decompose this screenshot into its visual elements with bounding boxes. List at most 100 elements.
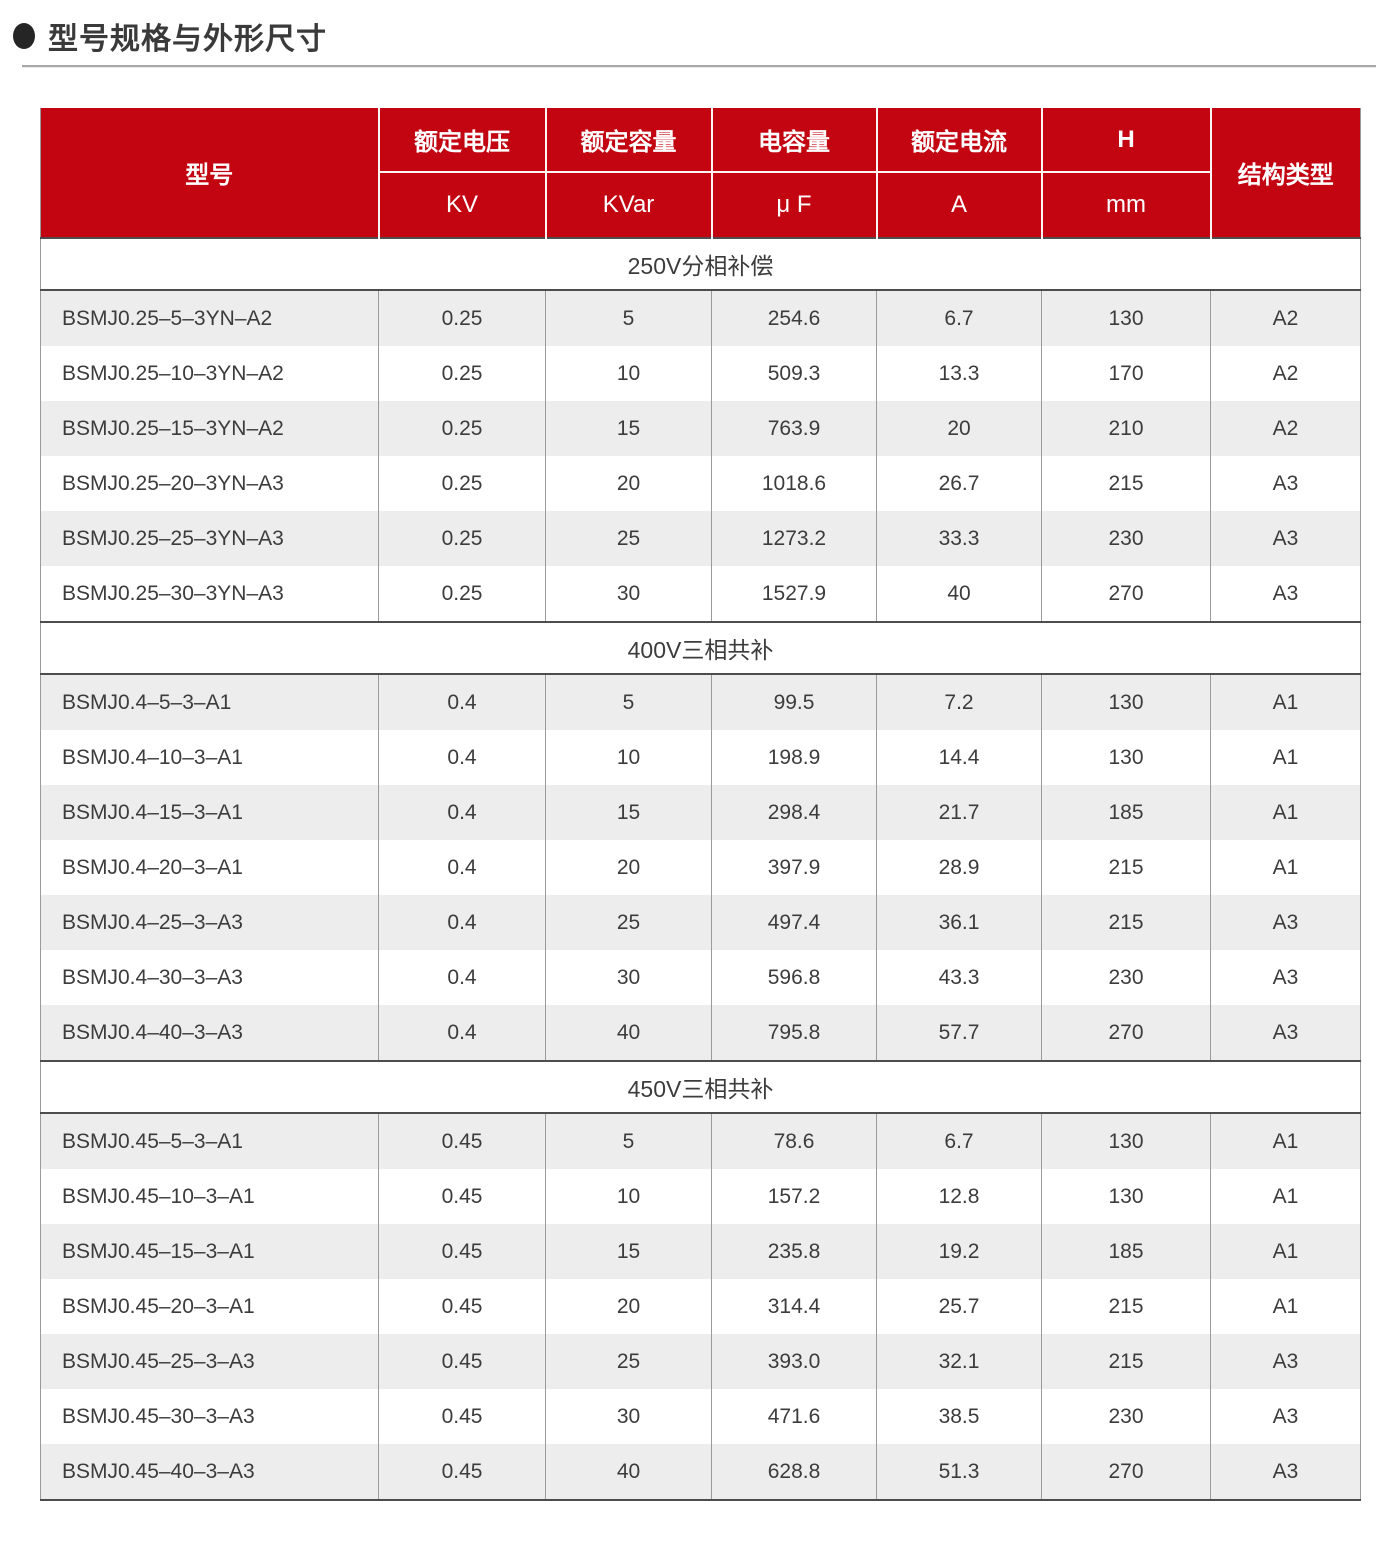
cell-rated-voltage: 0.45 [378, 1224, 546, 1279]
cell-rated-voltage: 0.45 [378, 1169, 546, 1224]
cell-rated-current: 13.3 [876, 346, 1042, 401]
cell-rated-capacity: 30 [545, 1389, 712, 1444]
cell-rated-capacity: 15 [545, 401, 712, 456]
col-header-structure: 结构类型 [1209, 108, 1361, 238]
section-header-row: 450V三相共补 [40, 1060, 1361, 1114]
cell-structure: A3 [1210, 895, 1361, 950]
cell-rated-current: 40 [876, 566, 1042, 622]
header-group-row: 型号 额定电压 额定容量 电容量 额定电流 H 结构类型 [40, 108, 1361, 238]
cell-rated-capacity: 10 [545, 730, 712, 785]
cell-structure: A3 [1210, 566, 1361, 622]
cell-capacitance: 397.9 [711, 840, 877, 895]
unit-a: A [875, 171, 1042, 238]
cell-capacitance: 1018.6 [711, 456, 877, 511]
cell-capacitance: 298.4 [711, 785, 877, 840]
cell-rated-current: 6.7 [876, 1113, 1042, 1169]
cell-model: BSMJ0.25–25–3YN–A3 [62, 526, 284, 550]
cell-structure: A3 [1210, 950, 1361, 1005]
cell-height: 130 [1041, 1169, 1211, 1224]
section-title: 400V三相共补 [40, 621, 1361, 675]
cell-structure: A2 [1210, 401, 1361, 456]
col-header-rated-capacity: 额定容量 [544, 108, 712, 172]
cell-rated-current: 19.2 [876, 1224, 1042, 1279]
cell-rated-voltage: 0.25 [378, 511, 546, 566]
cell-rated-voltage: 0.45 [378, 1279, 546, 1334]
col-header-rated-voltage: 额定电压 [377, 108, 546, 172]
table-row: BSMJ0.25–20–3YN–A3 0.25 20 1018.6 26.7 215 A3 [41, 456, 1361, 511]
cell-height: 185 [1041, 1224, 1211, 1279]
cell-rated-current: 36.1 [876, 895, 1042, 950]
unit-uf: μ F [710, 171, 877, 238]
cell-rated-capacity: 20 [545, 456, 712, 511]
cell-rated-voltage: 0.25 [378, 290, 546, 346]
cell-capacitance: 795.8 [711, 1005, 877, 1061]
col-header-capacitance: 电容量 [710, 108, 877, 172]
cell-height: 230 [1041, 950, 1211, 1005]
cell-height: 270 [1041, 1005, 1211, 1061]
cell-height: 215 [1041, 1279, 1211, 1334]
cell-rated-capacity: 25 [545, 511, 712, 566]
cell-height: 210 [1041, 401, 1211, 456]
cell-capacitance: 596.8 [711, 950, 877, 1005]
cell-rated-capacity: 5 [545, 1113, 712, 1169]
cell-height: 230 [1041, 511, 1211, 566]
table-row: BSMJ0.25–15–3YN–A2 0.25 15 763.9 20 210 A2 [40, 401, 1361, 456]
cell-structure: A3 [1210, 1334, 1361, 1389]
cell-rated-voltage: 0.25 [378, 346, 546, 401]
cell-rated-current: 21.7 [876, 785, 1042, 840]
cell-model: BSMJ0.25–30–3YN–A3 [62, 581, 284, 605]
cell-capacitance: 235.8 [711, 1224, 877, 1279]
table-row: BSMJ0.45–40–3–A3 0.45 40 628.8 51.3 270 A3 [40, 1444, 1361, 1500]
unit-kvar: KVar [544, 171, 712, 238]
col-header-height: H [1040, 108, 1211, 172]
cell-rated-current: 38.5 [876, 1389, 1042, 1444]
cell-rated-capacity: 25 [545, 1334, 712, 1389]
cell-model: BSMJ0.4–15–3–A1 [62, 800, 243, 824]
cell-rated-voltage: 0.25 [378, 456, 546, 511]
cell-rated-capacity: 5 [545, 290, 712, 346]
cell-height: 230 [1041, 1389, 1211, 1444]
cell-model: BSMJ0.4–5–3–A1 [62, 690, 232, 714]
cell-capacitance: 254.6 [711, 290, 877, 346]
cell-rated-voltage: 0.45 [378, 1444, 546, 1500]
cell-structure: A1 [1210, 1224, 1361, 1279]
cell-model: BSMJ0.4–25–3–A3 [62, 910, 243, 934]
title-rule [22, 65, 1376, 67]
cell-model: BSMJ0.4–10–3–A1 [62, 745, 243, 769]
table-row: BSMJ0.4–40–3–A3 0.4 40 795.8 57.7 270 A3 [40, 1005, 1361, 1061]
section-header-row: 400V三相共补 [40, 621, 1361, 675]
cell-rated-voltage: 0.45 [378, 1389, 546, 1444]
table-row: BSMJ0.25–5–3YN–A2 0.25 5 254.6 6.7 130 A2 [40, 290, 1361, 346]
cell-rated-voltage: 0.4 [378, 1005, 546, 1061]
cell-height: 130 [1041, 730, 1211, 785]
cell-height: 215 [1041, 840, 1211, 895]
cell-model: BSMJ0.25–15–3YN–A2 [62, 416, 284, 440]
cell-rated-voltage: 0.4 [378, 730, 546, 785]
cell-structure: A3 [1210, 1005, 1361, 1061]
cell-model: BSMJ0.45–20–3–A1 [62, 1294, 255, 1318]
cell-structure: A1 [1210, 1279, 1361, 1334]
cell-rated-voltage: 0.25 [378, 566, 546, 622]
cell-capacitance: 198.9 [711, 730, 877, 785]
cell-structure: A1 [1210, 785, 1361, 840]
section-title: 450V三相共补 [40, 1060, 1361, 1114]
spec-table: 型号 额定电压 额定容量 电容量 额定电流 H 结构类型 KV KVar μ F… [40, 108, 1361, 1501]
cell-rated-current: 43.3 [876, 950, 1042, 1005]
cell-rated-current: 57.7 [876, 1005, 1042, 1061]
cell-capacitance: 763.9 [711, 401, 877, 456]
cell-height: 215 [1041, 456, 1211, 511]
cell-rated-capacity: 20 [545, 840, 712, 895]
cell-rated-current: 6.7 [876, 290, 1042, 346]
cell-rated-current: 20 [876, 401, 1042, 456]
cell-rated-current: 28.9 [876, 840, 1042, 895]
cell-rated-voltage: 0.4 [378, 840, 546, 895]
cell-rated-current: 26.7 [876, 456, 1042, 511]
page-title: 型号规格与外形尺寸 [48, 23, 327, 56]
cell-structure: A1 [1210, 1113, 1361, 1169]
cell-height: 270 [1041, 1444, 1211, 1500]
cell-rated-current: 32.1 [876, 1334, 1042, 1389]
cell-structure: A1 [1210, 1169, 1361, 1224]
table-row: BSMJ0.45–30–3–A3 0.45 30 471.6 38.5 230 A3 [41, 1389, 1361, 1444]
col-header-model: 型号 [40, 108, 379, 238]
table-row: BSMJ0.45–5–3–A1 0.45 5 78.6 6.7 130 A1 [40, 1113, 1361, 1169]
